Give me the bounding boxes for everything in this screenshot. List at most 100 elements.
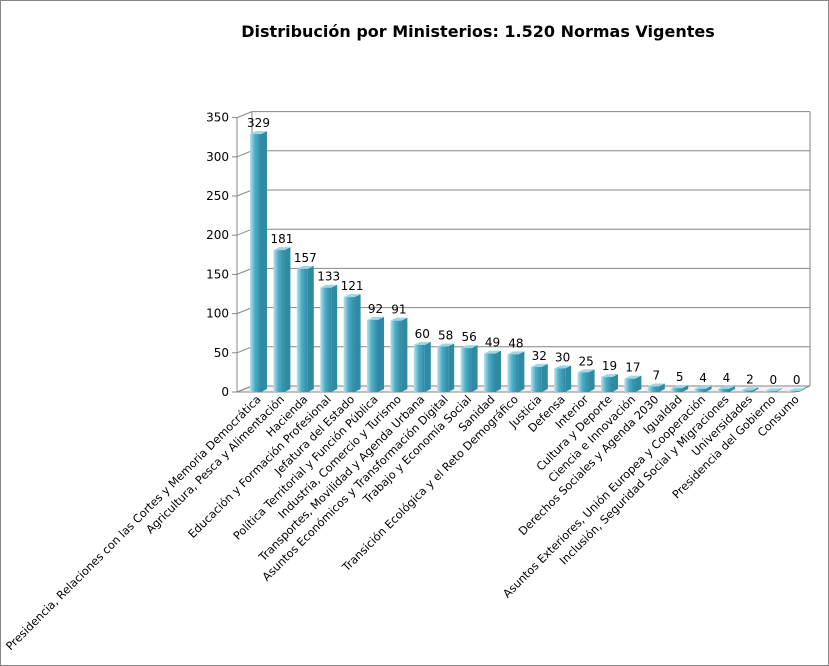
chart-title: Distribución por Ministerios: 1.520 Norm… bbox=[241, 22, 714, 41]
bar-side bbox=[729, 385, 735, 392]
bar bbox=[624, 375, 642, 392]
y-tick-label: 300 bbox=[206, 150, 229, 164]
bar-side bbox=[658, 383, 665, 392]
data-label: 19 bbox=[602, 359, 617, 373]
data-label: 121 bbox=[341, 279, 364, 293]
bar-top bbox=[741, 387, 759, 391]
bar bbox=[647, 383, 665, 392]
bar bbox=[250, 131, 267, 392]
data-label: 2 bbox=[746, 372, 754, 386]
bar-front bbox=[601, 377, 612, 392]
bar-side bbox=[261, 131, 267, 392]
data-label: 91 bbox=[391, 303, 406, 317]
data-label: 181 bbox=[270, 232, 293, 246]
bar-side bbox=[799, 388, 806, 392]
bar bbox=[530, 363, 548, 392]
bar-side bbox=[424, 341, 431, 392]
data-label: 4 bbox=[723, 371, 731, 385]
data-label: 0 bbox=[769, 373, 777, 387]
data-label: 32 bbox=[532, 349, 547, 363]
bar-side bbox=[705, 385, 712, 392]
bar-side bbox=[354, 294, 361, 392]
bar-top bbox=[530, 363, 548, 367]
bars bbox=[250, 131, 806, 392]
bar bbox=[788, 388, 806, 392]
bar bbox=[273, 247, 291, 392]
bar-front bbox=[764, 391, 776, 392]
bar-front bbox=[367, 319, 378, 392]
bar-front bbox=[413, 344, 425, 392]
bar bbox=[390, 317, 408, 392]
bar-front bbox=[343, 297, 355, 392]
bar-side bbox=[775, 388, 782, 392]
bar-front bbox=[320, 287, 332, 392]
bar-top bbox=[788, 388, 806, 392]
bar bbox=[694, 385, 712, 392]
bar-side bbox=[448, 343, 455, 392]
bar-top bbox=[764, 388, 782, 392]
bar bbox=[764, 388, 782, 392]
bar-top bbox=[507, 351, 525, 355]
bar-top bbox=[718, 385, 735, 389]
bar-side bbox=[635, 375, 642, 392]
data-label: 48 bbox=[508, 336, 523, 350]
y-tick-label: 200 bbox=[206, 228, 229, 242]
bar-front bbox=[671, 388, 683, 392]
bar bbox=[507, 351, 525, 392]
bar bbox=[601, 374, 618, 392]
bar-front bbox=[460, 348, 472, 392]
bar bbox=[671, 385, 689, 392]
gridline bbox=[236, 228, 810, 236]
bar bbox=[741, 387, 759, 392]
bar-top bbox=[320, 284, 338, 288]
category-label: Presidencia, Relaciones con las Cortes y… bbox=[3, 393, 263, 653]
bar bbox=[343, 294, 361, 392]
data-label: 25 bbox=[578, 354, 593, 368]
bar-top bbox=[343, 294, 361, 298]
bar-front bbox=[718, 388, 729, 392]
bar-top bbox=[624, 375, 642, 379]
data-label: 0 bbox=[793, 373, 801, 387]
gridline bbox=[236, 189, 810, 197]
data-label: 4 bbox=[699, 371, 707, 385]
bar-front bbox=[437, 346, 449, 392]
data-label: 17 bbox=[625, 361, 640, 375]
bar-side bbox=[331, 284, 338, 392]
bar-front bbox=[694, 388, 706, 392]
data-label: 7 bbox=[652, 369, 660, 383]
data-label: 30 bbox=[555, 350, 570, 364]
data-label: 157 bbox=[294, 251, 317, 265]
bar-front bbox=[577, 372, 589, 392]
y-tick-label: 50 bbox=[214, 346, 229, 360]
bar-top bbox=[413, 341, 431, 345]
y-tick-label: 0 bbox=[221, 385, 229, 399]
bar-side bbox=[518, 351, 525, 392]
data-label: 329 bbox=[247, 116, 270, 130]
data-label: 92 bbox=[368, 302, 383, 316]
bar-side bbox=[307, 265, 314, 392]
x-axis-labels: Presidencia, Relaciones con las Cortes y… bbox=[3, 393, 801, 653]
bar-top bbox=[647, 383, 665, 387]
bar bbox=[296, 265, 314, 392]
bar-side bbox=[471, 345, 478, 392]
bar-top bbox=[554, 365, 572, 369]
bar bbox=[437, 343, 455, 392]
bar bbox=[367, 316, 384, 392]
bar bbox=[718, 385, 735, 392]
bar-side bbox=[682, 385, 689, 392]
bar-front bbox=[484, 353, 495, 392]
bar-top bbox=[367, 316, 384, 320]
bar-side bbox=[588, 369, 595, 392]
y-tick-label: 150 bbox=[206, 267, 229, 281]
bar-front bbox=[647, 386, 659, 392]
bar-front bbox=[554, 368, 566, 392]
gridline bbox=[236, 150, 810, 158]
bar-side bbox=[565, 365, 572, 392]
bar-side bbox=[284, 247, 291, 392]
bar-top bbox=[484, 350, 501, 354]
bar-top bbox=[250, 131, 267, 135]
gridline bbox=[236, 111, 810, 119]
bar-top bbox=[390, 317, 408, 321]
